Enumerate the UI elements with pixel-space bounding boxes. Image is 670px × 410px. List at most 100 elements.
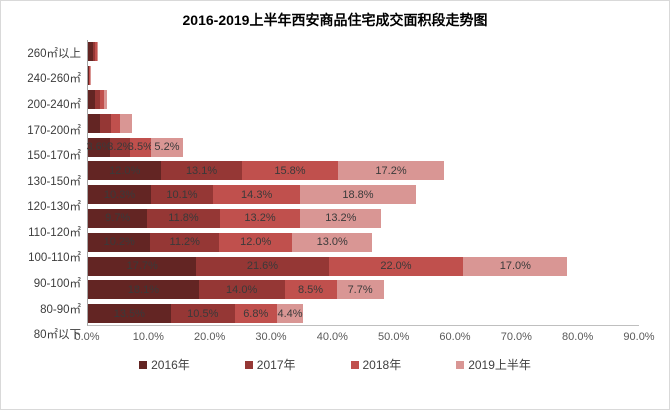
x-tick-label: 70.0% <box>500 331 532 344</box>
bar-segment-y2017 <box>92 42 96 62</box>
data-label: 3.5% <box>127 141 153 154</box>
legend-item: 2017年 <box>244 356 296 373</box>
legend-item: 2018年 <box>350 356 402 373</box>
bar-segment-y2016 <box>88 42 93 62</box>
bar-row: 17.7% 21.6% 22.0% 17.0% <box>88 254 639 278</box>
category-label: 240-260㎡ <box>27 73 81 86</box>
bar-segment-y2017 <box>100 113 111 133</box>
bar-segment-y2017 <box>88 66 90 86</box>
category-label: 150-170㎡ <box>27 150 81 163</box>
data-label: 10.5% <box>187 307 219 320</box>
bar-row: 13.5% 10.5% 6.8% 4.4% <box>88 302 639 326</box>
data-label: 21.6% <box>246 260 279 273</box>
legend-label: 2018年 <box>362 358 402 372</box>
bar-segment-y2019h1: 13.2% <box>300 208 382 228</box>
category-label: 130-150㎡ <box>27 175 81 188</box>
bar-segment-y2019h1: 5.2% <box>151 137 183 157</box>
bar-segment-y2017: 11.2% <box>150 232 219 252</box>
category-label: 80㎡以下 <box>33 329 81 342</box>
bar-segment-y2018: 22.0% <box>328 256 464 276</box>
data-label: 13.5% <box>113 307 145 320</box>
bar-segment-y2018 <box>95 42 98 62</box>
bar-segment-y2016 <box>88 66 89 86</box>
bar-row <box>88 40 639 64</box>
bar-segment-y2016 <box>88 89 95 109</box>
chart-title: 2016-2019上半年西安商品住宅成交面积段走势图 <box>182 12 488 28</box>
bar-segment-y2016: 10.2% <box>88 232 151 252</box>
bar-row: 9.7% 11.8% 13.2% 13.2% <box>88 207 639 231</box>
category-label: 100-110㎡ <box>28 252 81 265</box>
data-label: 11.8% <box>168 212 199 225</box>
bar-segment-y2017: 14.0% <box>198 280 285 300</box>
y-axis-labels: 260㎡以上 240-260㎡ 200-240㎡ 170-200㎡ 150-170㎡ 13… <box>1 40 87 347</box>
category-label: 170-200㎡ <box>27 124 81 137</box>
plot-area: 3.6% 3.2% 3.5% 5.2% 12.0% 13.1% 15.8% 17.2% 10.3… <box>86 40 639 327</box>
bar-segment-y2019h1 <box>120 113 133 133</box>
x-tick-label: 60.0% <box>439 331 471 344</box>
x-tick-label: 40.0% <box>316 331 348 344</box>
bar-segment-y2017: 10.5% <box>170 304 235 324</box>
bar-segment-y2019h1: 13.0% <box>292 232 373 252</box>
category-label: 110-120㎡ <box>28 226 81 239</box>
bar-segment-y2018: 6.8% <box>234 304 277 324</box>
data-label: 17.7% <box>126 260 158 273</box>
legend-item: 2019上半年 <box>456 356 531 373</box>
x-tick-label: 50.0% <box>378 331 410 344</box>
data-label: 9.7% <box>105 212 131 225</box>
data-label: 13.2% <box>244 212 276 225</box>
x-tick-label: 80.0% <box>562 331 594 344</box>
bar-segment-y2016: 13.5% <box>88 304 171 324</box>
category-label: 120-130㎡ <box>27 201 81 214</box>
bar-row <box>88 88 639 112</box>
data-label: 6.8% <box>243 307 269 320</box>
x-tick-label: 0.0% <box>74 331 100 344</box>
bar-segment-y2017 <box>94 89 100 109</box>
bar-segment-y2017: 3.2% <box>107 137 133 157</box>
bar-segment-y2016: 9.7% <box>88 208 148 228</box>
legend-swatch-icon <box>139 360 148 369</box>
bar-segment-y2019h1: 17.2% <box>338 161 444 181</box>
bar-segment-y2019h1: 18.8% <box>300 185 416 205</box>
bar-segment-y2018 <box>99 89 104 109</box>
data-label: 5.2% <box>154 141 180 154</box>
data-label: 8.5% <box>297 283 324 296</box>
plot-column: 3.6% 3.2% 3.5% 5.2% 12.0% 13.1% 15.8% 17.2% 10.3… <box>74 40 655 347</box>
legend-label: 2016年 <box>151 358 190 372</box>
bar-segment-y2019h1 <box>89 66 91 86</box>
bar-segment-y2019h1 <box>97 42 99 62</box>
bar-segment-y2018 <box>110 113 121 133</box>
bar-segment-y2016: 10.3% <box>88 185 152 205</box>
category-label: 80-90㎡ <box>40 303 81 316</box>
data-label: 3.2% <box>107 141 133 154</box>
data-label: 12.0% <box>240 236 272 249</box>
data-label: 3.6% <box>86 141 112 154</box>
data-label: 4.4% <box>277 307 303 320</box>
bar-row: 18.1% 14.0% 8.5% 7.7% <box>88 278 639 302</box>
bar-segment-y2018: 14.3% <box>212 185 301 205</box>
bar-segment-y2017: 10.1% <box>151 185 213 205</box>
bar-segment-y2019h1: 17.0% <box>463 256 568 276</box>
data-label: 22.0% <box>380 260 412 273</box>
data-label: 15.8% <box>274 164 306 177</box>
bar-segment-y2018: 15.8% <box>241 161 339 181</box>
data-label: 14.0% <box>226 283 258 296</box>
bar-row: 12.0% 13.1% 15.8% 17.2% <box>88 159 639 183</box>
bar-segment-y2018 <box>89 66 90 86</box>
bar-row <box>88 111 639 135</box>
data-label: 11.2% <box>169 236 200 249</box>
bar-segment-y2018: 3.5% <box>127 137 153 157</box>
bar-segment-y2019h1 <box>103 89 107 109</box>
bar-row: 3.6% 3.2% 3.5% 5.2% <box>86 135 639 159</box>
category-label: 90-100㎡ <box>33 277 81 290</box>
category-label: 260㎡以上 <box>27 47 81 60</box>
data-label: 10.1% <box>166 188 198 201</box>
data-label: 13.2% <box>325 212 357 225</box>
data-label: 12.0% <box>109 164 141 177</box>
x-tick-label: 20.0% <box>194 331 226 344</box>
data-label: 18.1% <box>127 283 159 296</box>
bar-segment-y2018: 12.0% <box>219 232 293 252</box>
data-label: 17.0% <box>499 260 531 273</box>
bar-segment-y2017: 21.6% <box>196 256 329 276</box>
bar-segment-y2016: 18.1% <box>88 280 199 300</box>
